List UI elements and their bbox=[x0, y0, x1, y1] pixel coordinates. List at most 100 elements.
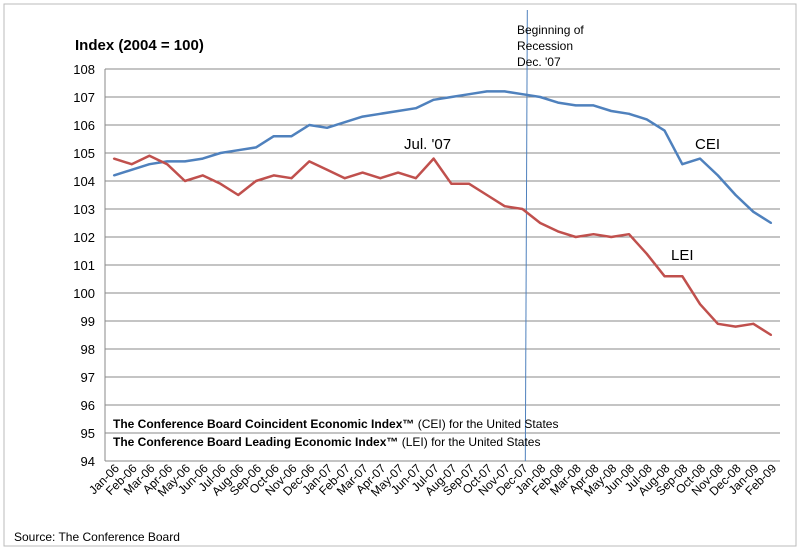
data-point-lei bbox=[290, 177, 293, 180]
lei-label: LEI bbox=[671, 247, 694, 264]
data-point-lei bbox=[752, 322, 755, 325]
data-point-cei bbox=[148, 163, 151, 166]
data-point-cei bbox=[112, 174, 115, 177]
data-point-cei bbox=[556, 101, 559, 104]
data-point-cei bbox=[201, 157, 204, 160]
recession-label-3: Dec. '07 bbox=[517, 55, 561, 69]
data-point-cei bbox=[663, 129, 666, 132]
y-tick-label: 95 bbox=[81, 426, 95, 441]
data-point-lei bbox=[539, 222, 542, 224]
data-point-lei bbox=[361, 171, 364, 174]
y-tick-label: 108 bbox=[73, 62, 95, 77]
data-point-lei bbox=[183, 180, 186, 182]
data-point-cei bbox=[343, 121, 346, 124]
data-point-lei bbox=[397, 171, 400, 174]
data-point-cei bbox=[166, 160, 169, 163]
data-point-cei bbox=[628, 112, 631, 115]
y-tick-label: 102 bbox=[73, 230, 95, 245]
legend-cei-bold: The Conference Board Coincident Economic… bbox=[113, 417, 414, 431]
data-point-lei bbox=[770, 334, 773, 336]
data-point-cei bbox=[450, 96, 453, 98]
data-point-cei bbox=[468, 93, 471, 96]
recession-label-2: Recession bbox=[517, 39, 573, 53]
cei-label: CEI bbox=[695, 136, 720, 153]
y-tick-label: 107 bbox=[73, 90, 95, 105]
data-point-cei bbox=[219, 152, 222, 154]
data-point-cei bbox=[752, 210, 755, 213]
data-point-lei bbox=[148, 154, 151, 157]
data-point-cei bbox=[592, 104, 595, 107]
data-point-cei bbox=[272, 135, 275, 138]
data-point-lei bbox=[112, 157, 115, 160]
data-point-lei bbox=[663, 275, 666, 278]
data-point-cei bbox=[183, 160, 186, 163]
data-point-lei bbox=[272, 174, 275, 177]
data-point-lei bbox=[468, 182, 471, 185]
data-point-lei bbox=[237, 194, 240, 196]
data-point-cei bbox=[734, 194, 737, 196]
legend-cei: The Conference Board Coincident Economic… bbox=[113, 417, 558, 431]
data-point-cei bbox=[326, 126, 329, 129]
data-point-cei bbox=[503, 90, 506, 93]
y-axis-title: Index (2004 = 100) bbox=[75, 37, 204, 54]
y-tick-label: 98 bbox=[81, 342, 95, 357]
data-point-lei bbox=[574, 236, 577, 238]
legend-lei-rest: (LEI) for the United States bbox=[398, 435, 540, 449]
data-point-cei bbox=[645, 118, 648, 121]
data-point-cei bbox=[361, 115, 364, 118]
legend-cei-rest: (CEI) for the United States bbox=[414, 417, 558, 431]
y-tick-label: 100 bbox=[73, 286, 95, 301]
y-tick-label: 97 bbox=[81, 370, 95, 385]
source-note: Source: The Conference Board bbox=[14, 530, 180, 544]
data-point-lei bbox=[592, 233, 595, 236]
data-point-cei bbox=[699, 157, 702, 160]
data-point-lei bbox=[521, 208, 524, 210]
data-point-lei bbox=[326, 168, 329, 171]
data-point-lei bbox=[201, 174, 204, 177]
data-point-lei bbox=[308, 160, 311, 163]
y-tick-label: 101 bbox=[73, 258, 95, 273]
y-tick-label: 104 bbox=[73, 174, 95, 189]
data-point-lei bbox=[503, 205, 506, 208]
y-tick-label: 99 bbox=[81, 314, 95, 329]
y-tick-label: 105 bbox=[73, 146, 95, 161]
data-point-lei bbox=[485, 194, 488, 196]
data-point-lei bbox=[254, 180, 257, 182]
data-point-lei bbox=[556, 230, 559, 233]
data-point-lei bbox=[681, 275, 684, 278]
series-line-lei bbox=[113, 154, 772, 337]
data-point-cei bbox=[681, 163, 684, 166]
data-point-cei bbox=[290, 135, 293, 138]
data-point-lei bbox=[414, 177, 417, 180]
data-point-cei bbox=[254, 146, 257, 149]
data-point-lei bbox=[219, 182, 222, 185]
data-point-lei bbox=[450, 182, 453, 185]
data-point-lei bbox=[716, 322, 719, 325]
y-tick-label: 94 bbox=[81, 454, 95, 469]
legend-lei: The Conference Board Leading Economic In… bbox=[113, 435, 540, 449]
chart-border bbox=[3, 3, 797, 547]
data-point-lei bbox=[379, 177, 382, 180]
peak-annotation: Jul. '07 bbox=[404, 136, 451, 153]
legend-lei-bold: The Conference Board Leading Economic In… bbox=[113, 435, 398, 449]
recession-line bbox=[524, 9, 528, 462]
recession-label-1: Beginning of bbox=[517, 23, 584, 37]
y-tick-label: 96 bbox=[81, 398, 95, 413]
data-point-cei bbox=[432, 98, 435, 101]
data-point-cei bbox=[308, 124, 311, 126]
data-point-cei bbox=[716, 174, 719, 177]
data-point-cei bbox=[610, 110, 613, 112]
data-point-lei bbox=[166, 163, 169, 166]
data-point-cei bbox=[397, 110, 400, 112]
y-tick-label: 103 bbox=[73, 202, 95, 217]
data-point-lei bbox=[628, 233, 631, 236]
data-point-lei bbox=[130, 163, 133, 166]
data-point-cei bbox=[770, 222, 773, 224]
data-point-lei bbox=[343, 177, 346, 180]
data-point-cei bbox=[485, 90, 488, 93]
data-point-cei bbox=[237, 149, 240, 152]
data-point-cei bbox=[521, 93, 524, 96]
data-point-lei bbox=[699, 303, 702, 306]
